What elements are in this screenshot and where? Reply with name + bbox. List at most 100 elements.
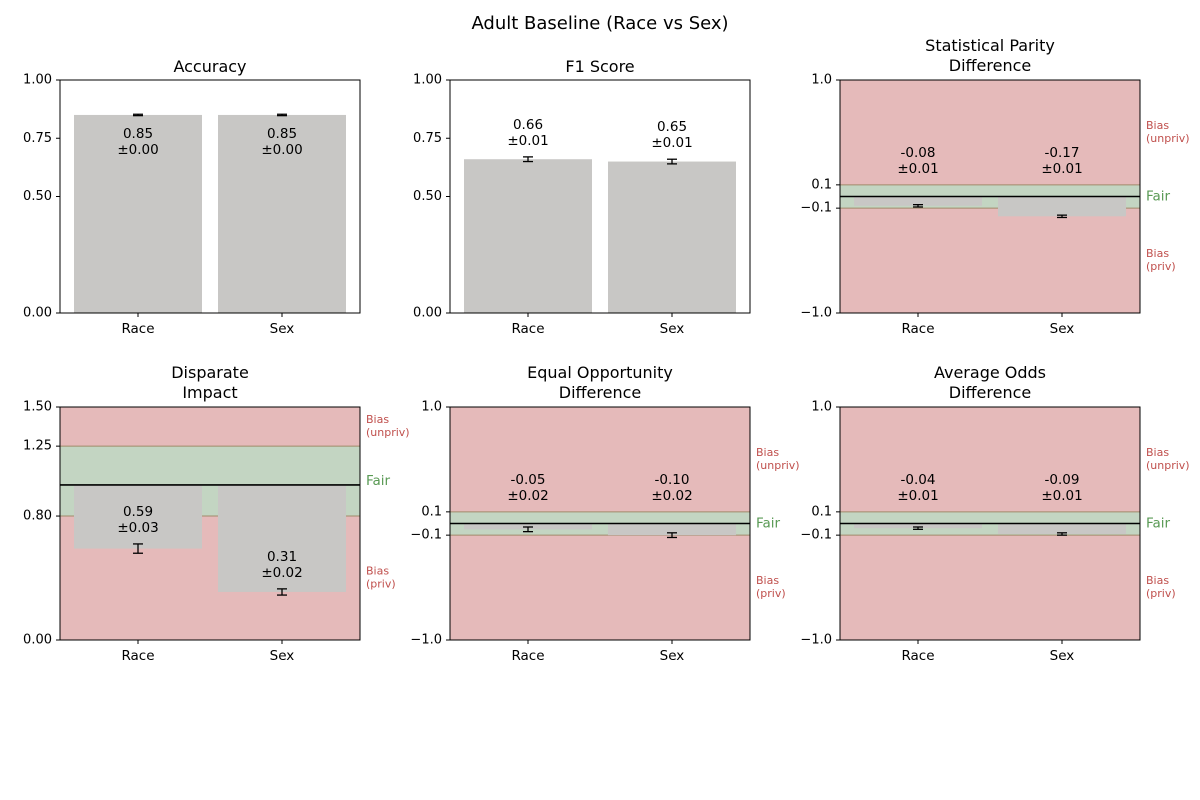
value-label-race: 0.85 ±0.00 (117, 126, 158, 158)
bar-sex (998, 196, 1126, 217)
bar-sex (218, 484, 346, 592)
subplot-1: 0.85 ±0.00 0.85 ±0.00 0.00 0.50 0.75 1.00 Race Se… (23, 57, 361, 337)
x-tick-label-sex: Sex (660, 321, 685, 337)
x-tick-label-sex: Sex (660, 648, 685, 664)
bar-sex (608, 161, 736, 313)
y-tick-label: −1.0 (800, 633, 832, 648)
bar-sex (608, 523, 736, 536)
y-tick-label: −0.1 (800, 201, 832, 216)
bar-race (74, 114, 202, 313)
error-bar-race (133, 113, 143, 117)
y-tick-label: 1.0 (811, 400, 832, 415)
axes-frame (839, 79, 1141, 314)
bar-sex (998, 523, 1126, 534)
y-tick-label: 0.80 (23, 509, 52, 524)
y-tick-label: 1.00 (413, 73, 442, 88)
bar-race (854, 523, 982, 529)
bar-sex (218, 114, 346, 313)
error-bar-sex (667, 158, 677, 165)
subplot-title: Average Odds Difference (934, 363, 1046, 402)
y-tick-label: 0.50 (413, 189, 442, 204)
value-label-sex: 0.65 ±0.01 (651, 119, 692, 151)
y-tick-label: 1.0 (811, 73, 832, 88)
bias-zone-upper (840, 80, 1140, 185)
y-tick-label: 1.0 (421, 400, 442, 415)
zone-label-bias-unpriv: Bias (unpriv) (1146, 446, 1190, 472)
bar-race (854, 196, 982, 206)
y-tick-label: −0.1 (800, 528, 832, 543)
error-bar-sex (1057, 214, 1067, 219)
zone-label-bias-priv: Bias (priv) (756, 574, 786, 600)
error-bar-race (913, 526, 923, 530)
error-bar-sex (667, 532, 677, 539)
bar-race (464, 159, 592, 313)
zone-label-bias-priv: Bias (priv) (1146, 574, 1176, 600)
zone-label-bias-unpriv: Bias (unpriv) (756, 446, 800, 472)
subplot-3: -0.08 ±0.01 -0.17 ±0.01 −1.0 −0.1 0.1 1.0 Race Se… (800, 36, 1189, 338)
zone-label-fair: Fair (1146, 189, 1171, 205)
x-tick-label-race: Race (901, 321, 934, 337)
zone-label-bias-unpriv: Bias (unpriv) (366, 413, 410, 439)
value-label-race: -0.05 ±0.02 (507, 472, 548, 504)
y-tick-label: 0.1 (811, 177, 832, 192)
subplot-title: Equal Opportunity Difference (527, 363, 673, 402)
bar-race (74, 484, 202, 549)
y-tick-label: 0.00 (413, 306, 442, 321)
y-tick-label: 0.75 (413, 131, 442, 146)
value-label-race: -0.08 ±0.01 (897, 145, 938, 177)
subplot-6: -0.04 ±0.01 -0.09 ±0.01 −1.0 −0.1 0.1 1.0 Race Se… (800, 363, 1189, 665)
zone-label-bias-unpriv: Bias (unpriv) (1146, 119, 1190, 145)
subplot-2: 0.66 ±0.01 0.65 ±0.01 0.00 0.50 0.75 1.00 Race Se… (413, 57, 751, 337)
y-tick-label: 1.00 (23, 73, 52, 88)
subplot-4: 0.59 ±0.03 0.31 ±0.02 0.00 0.80 1.25 1.50 Race Se… (23, 363, 410, 665)
x-tick-label-sex: Sex (1050, 648, 1075, 664)
x-tick-label-race: Race (121, 648, 154, 664)
y-tick-label: −0.1 (410, 528, 442, 543)
x-tick-label-sex: Sex (270, 648, 295, 664)
value-label-sex: -0.09 ±0.01 (1041, 472, 1082, 504)
zone-label-fair: Fair (366, 473, 391, 489)
x-tick-label-race: Race (511, 648, 544, 664)
value-label-sex: 0.31 ±0.02 (261, 549, 302, 581)
bias-zone-lower (840, 208, 1140, 313)
error-bar-sex (277, 588, 287, 596)
error-bar-race (523, 526, 533, 533)
x-tick-label-race: Race (511, 321, 544, 337)
subplot-title: Accuracy (173, 57, 246, 76)
y-tick-label: 0.00 (23, 633, 52, 648)
subplot-5: -0.05 ±0.02 -0.10 ±0.02 −1.0 −0.1 0.1 1.0 Race Se… (410, 363, 799, 665)
x-tick-label-race: Race (901, 648, 934, 664)
error-bar-race (523, 156, 533, 163)
error-bar-race (913, 204, 923, 208)
error-bar-sex (1057, 532, 1067, 536)
bias-zone-lower (450, 535, 750, 640)
zone-label-bias-priv: Bias (priv) (366, 565, 396, 591)
subplot-title: Disparate Impact (171, 363, 249, 402)
value-label-race: -0.04 ±0.01 (897, 472, 938, 504)
y-tick-label: −1.0 (800, 306, 832, 321)
subplot-title: Statistical Parity Difference (925, 36, 1055, 75)
bias-zone-upper (60, 407, 360, 447)
error-bar-race (133, 543, 143, 554)
x-tick-label-race: Race (121, 321, 154, 337)
error-bar-sex (277, 113, 287, 117)
zone-label-fair: Fair (756, 516, 781, 532)
y-tick-label: 0.00 (23, 306, 52, 321)
y-tick-label: 0.50 (23, 189, 52, 204)
value-label-sex: 0.85 ±0.00 (261, 126, 302, 158)
value-label-sex: -0.10 ±0.02 (651, 472, 692, 504)
axes-frame (59, 406, 361, 641)
y-tick-label: −1.0 (410, 633, 442, 648)
zone-label-bias-priv: Bias (priv) (1146, 247, 1176, 273)
value-label-race: 0.66 ±0.01 (507, 117, 548, 149)
bias-zone-upper (840, 407, 1140, 512)
y-tick-label: 1.25 (23, 439, 52, 454)
axes-frame (449, 406, 751, 641)
value-label-sex: -0.17 ±0.01 (1041, 145, 1082, 177)
x-tick-label-sex: Sex (1050, 321, 1075, 337)
y-tick-label: 0.75 (23, 131, 52, 146)
bias-zone-lower (840, 535, 1140, 640)
value-label-race: 0.59 ±0.03 (117, 504, 158, 536)
y-tick-label: 1.50 (23, 400, 52, 415)
